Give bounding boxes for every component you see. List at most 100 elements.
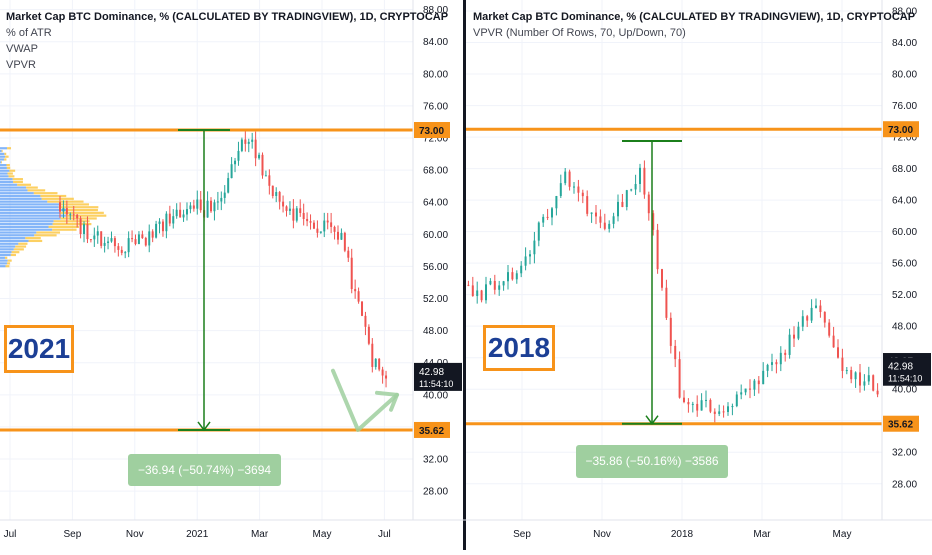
candle-body xyxy=(810,307,813,321)
candle-body xyxy=(617,201,619,217)
candle-body xyxy=(165,213,168,232)
candle-body xyxy=(299,208,302,213)
candle-body xyxy=(316,228,319,233)
candle-body xyxy=(371,343,374,367)
candle-body xyxy=(691,403,694,405)
candle-body xyxy=(573,186,575,188)
vp-bar-up xyxy=(0,186,27,189)
vp-bar-down xyxy=(5,265,10,268)
candle-body xyxy=(278,192,281,202)
candle-body xyxy=(237,150,240,161)
candle-body xyxy=(62,208,65,212)
candle-body xyxy=(347,250,350,258)
candle-body xyxy=(172,216,175,224)
right-year-badge: 2018 xyxy=(483,325,555,371)
candle-body xyxy=(713,411,716,414)
vp-bar-down xyxy=(8,175,15,178)
vp-bar-down xyxy=(48,225,80,228)
candle-body xyxy=(687,402,690,405)
left-chart-title: Market Cap BTC Dominance, % (CALCULATED … xyxy=(6,11,449,23)
candle-body xyxy=(247,141,250,144)
candle-body xyxy=(196,199,199,209)
candle-body xyxy=(86,224,89,240)
level-price-label: 73.00 xyxy=(419,126,444,137)
y-tick-label: 88.00 xyxy=(892,7,917,18)
measure-arrowhead xyxy=(645,415,659,425)
candle-body xyxy=(793,334,795,339)
candle-body xyxy=(581,192,584,197)
candle-body xyxy=(683,397,685,403)
panel-left: Jul Sep Nov 2021 Mar May Jul 88.00 84.00 80.00 76.… xyxy=(0,0,463,540)
candle-body xyxy=(59,202,61,212)
candle-body xyxy=(779,352,782,365)
vp-bar-up xyxy=(0,175,9,178)
candle-body xyxy=(709,399,712,412)
vp-bar-up xyxy=(0,161,2,164)
vp-bar-down xyxy=(6,164,10,167)
y-tick-label: 56.00 xyxy=(423,262,448,273)
vp-bar-down xyxy=(52,228,77,231)
right-measure-label: −35.86 (−50.16%) −3586 xyxy=(576,445,728,478)
candle-body xyxy=(275,192,278,196)
level-price-label: 35.62 xyxy=(419,426,444,437)
candle-body xyxy=(705,399,707,401)
x-tick-label: May xyxy=(833,529,852,540)
candle-body xyxy=(520,265,523,274)
candle-body xyxy=(378,358,381,370)
candle-body xyxy=(467,284,470,286)
candle-body xyxy=(731,406,734,408)
vp-bar-down xyxy=(53,220,90,223)
vp-bar-up xyxy=(0,234,35,237)
vp-bar-up xyxy=(0,152,5,155)
candle-body xyxy=(854,372,857,380)
vp-bar-up xyxy=(0,211,61,214)
vp-bar-up xyxy=(0,200,48,203)
y-tick-label: 88.00 xyxy=(423,5,448,16)
candle-body xyxy=(639,167,641,185)
vp-bar-up xyxy=(0,214,66,217)
left-indicator-vwap: VWAP xyxy=(6,43,38,55)
candle-body xyxy=(590,212,593,214)
vp-bar-up xyxy=(0,245,16,248)
vp-bar-up xyxy=(0,231,37,234)
x-tick-label: 2018 xyxy=(671,529,694,540)
candle-body xyxy=(722,411,725,413)
candle-body xyxy=(480,290,483,301)
candle-body xyxy=(210,200,213,212)
candle-body xyxy=(96,231,99,236)
candle-body xyxy=(766,364,769,371)
vp-bar-down xyxy=(7,147,12,150)
candle-body xyxy=(674,345,677,360)
vp-bar-down xyxy=(7,259,12,262)
left-year-badge: 2021 xyxy=(4,325,74,373)
vp-bar-up xyxy=(0,183,18,186)
right-indicator-vpvr: VPVR (Number Of Rows, 70, Up/Down, 70) xyxy=(473,27,686,39)
candle-body xyxy=(175,209,178,217)
left-legend: Market Cap BTC Dominance, % (CALCULATED … xyxy=(6,9,448,73)
candle-body xyxy=(828,322,831,336)
vp-bar-up xyxy=(0,225,49,228)
candle-body xyxy=(665,287,668,318)
vp-bar-down xyxy=(4,152,7,155)
candle-body xyxy=(148,231,151,246)
vp-bar-down xyxy=(25,237,41,240)
candle-body xyxy=(876,390,879,395)
y-tick-label: 64.00 xyxy=(892,196,917,207)
candle-body xyxy=(330,222,333,227)
price-axis xyxy=(882,0,932,520)
candle-body xyxy=(740,392,743,395)
candle-body xyxy=(625,190,628,207)
candle-body xyxy=(551,208,553,218)
candle-body xyxy=(489,280,492,285)
vp-bar-up xyxy=(0,265,6,268)
y-tick-label: 76.00 xyxy=(423,101,448,112)
last-price-countdown: 11:54:10 xyxy=(888,374,922,384)
candle-body xyxy=(124,252,127,254)
candle-body xyxy=(161,221,164,232)
candle-body xyxy=(244,139,247,144)
candle-body xyxy=(634,184,637,190)
candle-body xyxy=(485,284,487,301)
candle-body xyxy=(819,305,822,313)
vp-bar-up xyxy=(0,222,53,226)
